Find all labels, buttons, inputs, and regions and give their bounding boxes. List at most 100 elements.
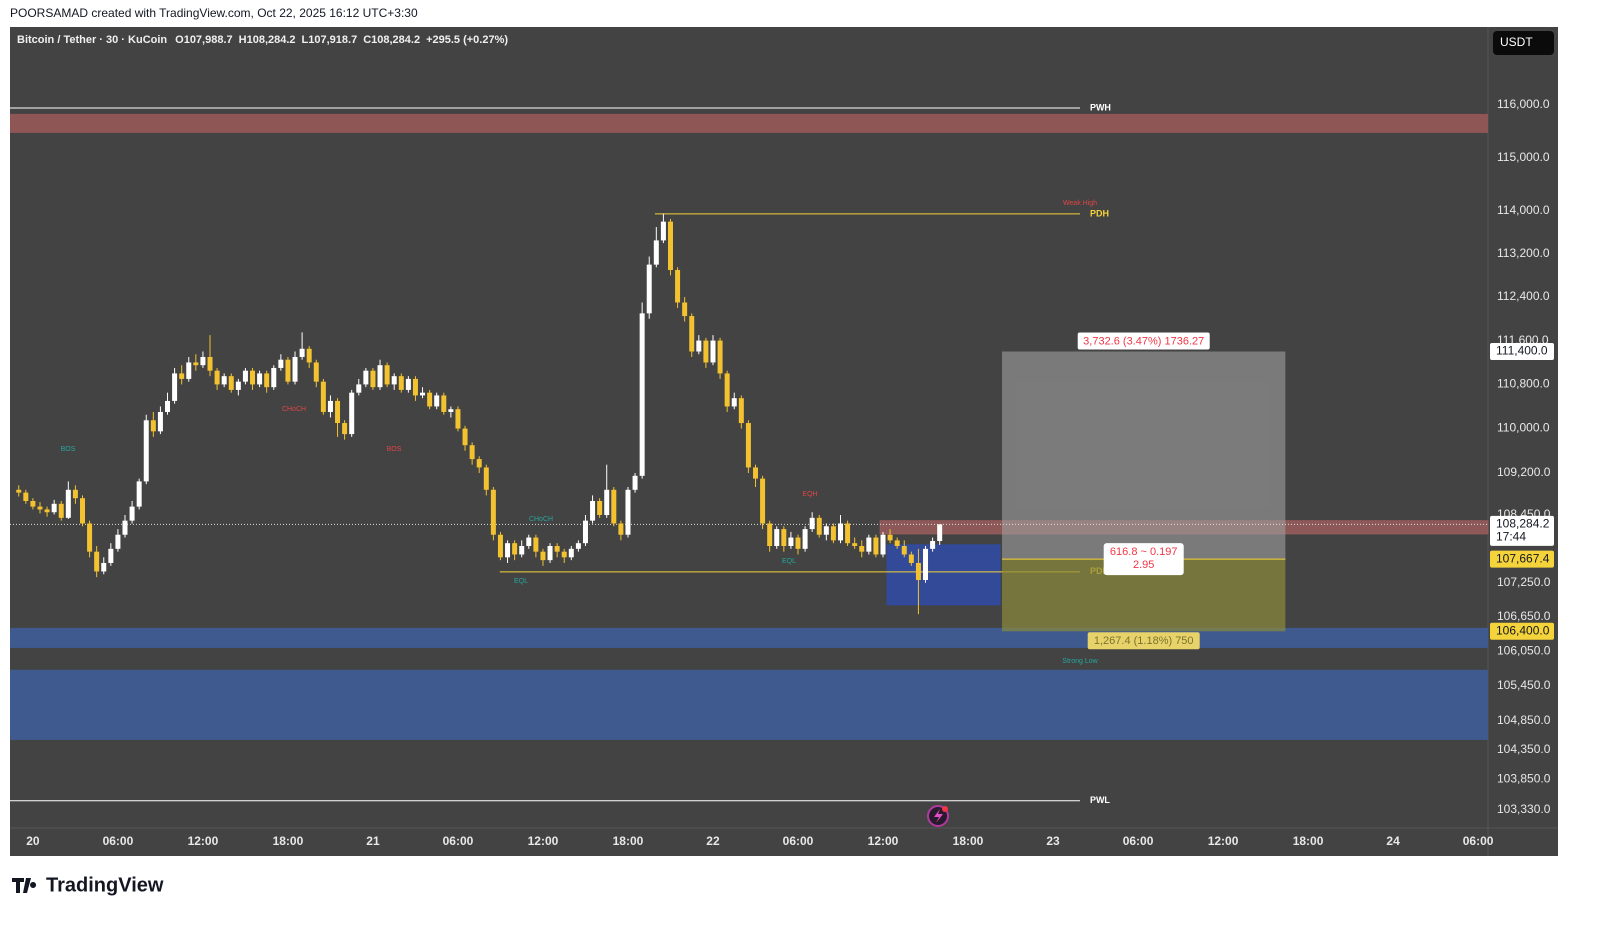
x-tick-label: 12:00 <box>188 834 219 848</box>
y-tick-label: 106,050.0 <box>1497 644 1551 658</box>
candle-body <box>731 398 737 407</box>
candle-body <box>590 501 596 521</box>
candle-body <box>710 340 716 363</box>
candle-body <box>738 398 744 424</box>
candle-body <box>667 221 673 271</box>
candle-body <box>363 370 369 385</box>
candle-body <box>639 313 645 476</box>
candle-body <box>724 373 730 407</box>
ohlc-open: O107,988.7 <box>175 34 233 46</box>
candle-body <box>79 498 85 524</box>
annotation: Weak High <box>1063 200 1097 207</box>
candle-body <box>497 534 503 558</box>
candle-body <box>65 489 71 518</box>
x-tick-label: 06:00 <box>103 834 134 848</box>
candle-body <box>257 373 263 385</box>
candle-body <box>675 270 681 303</box>
candle-body <box>845 523 851 544</box>
price-label: 107,667.4 <box>1496 551 1550 565</box>
x-tick-label: 18:00 <box>273 834 304 848</box>
price-label-box <box>1490 622 1554 640</box>
ohlc-close: C108,284.2 <box>363 34 420 46</box>
candle-body <box>165 400 171 412</box>
candle-body <box>412 378 418 396</box>
x-tick-label: 12:00 <box>528 834 559 848</box>
legend: Bitcoin / Tether · 30 · KuCoin O107,988.7… <box>17 34 508 46</box>
candle-body <box>37 506 43 510</box>
candle-body <box>752 467 758 479</box>
candle-body <box>476 459 482 468</box>
candle-body <box>335 400 341 424</box>
candle-body <box>122 520 128 535</box>
candle-body <box>873 537 879 555</box>
candle-body <box>689 316 695 352</box>
x-tick-label: 22 <box>706 834 720 848</box>
candle-body <box>604 489 610 516</box>
candle-body <box>597 501 603 516</box>
candle-body <box>441 395 447 412</box>
y-tick-label: 115,000.0 <box>1497 150 1550 164</box>
y-tick-label: 105,450.0 <box>1497 678 1551 692</box>
change: +295.5 (+0.27%) <box>426 34 508 46</box>
candle-body <box>561 551 567 558</box>
x-tick-label: 24 <box>1386 834 1400 848</box>
y-tick-label: 104,850.0 <box>1497 713 1551 727</box>
candle-body <box>717 340 723 374</box>
y-tick-label: 116,000.0 <box>1497 97 1550 111</box>
stop-zone <box>1002 351 1286 560</box>
candle-body <box>682 302 688 317</box>
candle-body <box>930 541 936 549</box>
y-tick-label: 112,400.0 <box>1497 289 1550 303</box>
candle-body <box>115 534 121 549</box>
candle-body <box>384 365 390 385</box>
price-label: 108,284.2 <box>1496 517 1550 531</box>
candle-body <box>143 420 149 482</box>
candle-body <box>760 478 766 524</box>
currency[interactable]: USDT <box>1500 35 1533 49</box>
target-label: 1,267.4 (1.18%) 750 <box>1094 635 1194 647</box>
candle-body <box>370 370 376 388</box>
candle-body <box>101 562 107 572</box>
candle-body <box>540 551 546 561</box>
zone-box <box>886 544 1001 606</box>
price-label: 111,400.0 <box>1496 344 1548 358</box>
candle-body <box>391 376 397 385</box>
candle-body <box>108 548 114 563</box>
candle-body <box>200 356 206 366</box>
candle-body <box>292 356 298 382</box>
candle-body <box>242 370 248 382</box>
currency-box[interactable] <box>1493 31 1554 55</box>
candle-body <box>923 548 929 580</box>
x-tick-label: 20 <box>26 834 40 848</box>
candle-body <box>795 537 801 549</box>
candle-body <box>235 381 241 390</box>
logo-icon <box>12 878 37 893</box>
annotation: CHoCH <box>529 516 553 523</box>
candle-body <box>129 506 135 521</box>
annotation: EQL <box>514 578 528 585</box>
annotation: CHoCH <box>282 406 306 413</box>
target-label-box <box>1087 632 1200 650</box>
candle-body <box>214 370 220 385</box>
candle-body <box>136 481 142 507</box>
candle-body <box>51 503 57 513</box>
candle-body <box>250 370 256 385</box>
price-label: 106,400.0 <box>1496 623 1550 637</box>
candle-body <box>150 420 156 432</box>
candle-body <box>575 543 581 549</box>
candle-body <box>887 534 893 541</box>
candle-body <box>320 381 326 412</box>
candle-body <box>547 546 553 561</box>
y-tick-label: 103,850.0 <box>1497 771 1551 785</box>
candle-body <box>420 392 426 396</box>
candle-body <box>823 526 829 535</box>
candle-body <box>455 409 461 429</box>
candle-body <box>30 501 36 507</box>
ohlc-high: H108,284.2 <box>239 34 296 46</box>
level-label: PWH <box>1090 102 1111 112</box>
candle-body <box>58 503 64 518</box>
center-label-box <box>1103 543 1184 576</box>
candle-body <box>44 509 50 513</box>
price-label-box <box>1490 515 1554 546</box>
